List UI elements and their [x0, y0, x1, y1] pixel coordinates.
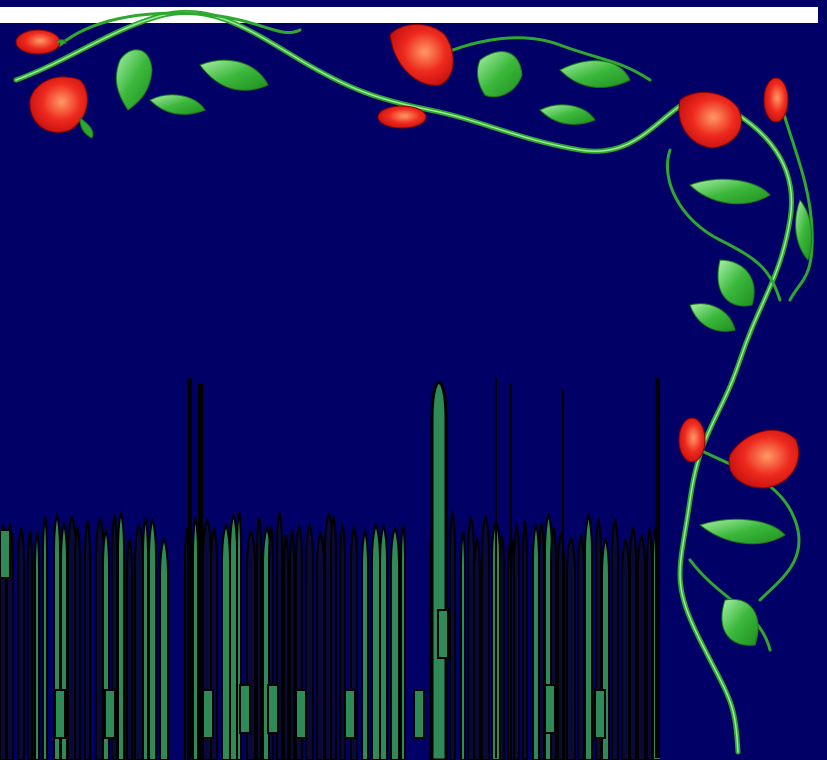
- vine-stems: [13, 9, 814, 755]
- leaf-icon: [795, 198, 813, 261]
- rose-bud-icon: [763, 77, 789, 123]
- glyph-stroke: [577, 533, 585, 760]
- glyph-stroke: [142, 515, 149, 760]
- leaf-icon: [539, 104, 596, 125]
- leaf-icon: [689, 178, 771, 205]
- glyph-spike: [495, 378, 497, 758]
- glyph-stroke: [513, 522, 520, 760]
- white-band: [0, 7, 818, 23]
- glyph-block: [104, 689, 116, 739]
- glyph-spike: [198, 384, 203, 760]
- leaf-icon: [698, 518, 786, 545]
- rose-bud-icon: [678, 417, 706, 463]
- glyph-stroke: [148, 517, 157, 760]
- glyph-stroke: [460, 530, 466, 760]
- right-edge: [818, 0, 827, 760]
- glyph-stroke: [390, 525, 400, 760]
- glyph-spike: [562, 390, 564, 760]
- glyph-stroke: [611, 517, 619, 760]
- rose-bud-icon: [29, 76, 94, 139]
- leaf-icon: [199, 59, 269, 91]
- rose-bud-icon: [678, 91, 742, 149]
- glyph-stroke: [192, 514, 199, 760]
- glyph-spike: [187, 378, 192, 758]
- glyph-block: [413, 689, 425, 739]
- glyph-stroke: [229, 512, 238, 760]
- glyph-stroke: [84, 518, 91, 760]
- glyph-block: [437, 609, 449, 659]
- glyph-stroke: [305, 522, 314, 760]
- glyph-stroke: [379, 523, 388, 760]
- rose-bud-icon: [15, 29, 67, 55]
- glyph-stroke: [400, 524, 406, 760]
- glyph-stroke: [584, 513, 593, 760]
- rose-bud-icon: [728, 429, 800, 489]
- glyph-stroke: [646, 526, 653, 760]
- glyph-block: [239, 684, 251, 734]
- rose-bud-icon: [389, 24, 454, 86]
- leaf-icon: [689, 303, 736, 332]
- glyph-stroke: [371, 522, 381, 760]
- top-strip: [0, 0, 827, 7]
- glyph-stroke: [126, 536, 133, 760]
- leaf-icon: [115, 49, 153, 111]
- glyph-stroke: [134, 522, 144, 760]
- glyph-stroke: [256, 516, 262, 760]
- glyph-block: [202, 689, 214, 739]
- vine-leaves: [115, 49, 813, 646]
- leaf-icon: [477, 51, 523, 98]
- glyph-stroke: [316, 530, 325, 760]
- glyph-block: [267, 684, 279, 734]
- leaf-icon: [721, 598, 759, 646]
- glyph-stroke: [283, 534, 289, 760]
- glyph-block: [54, 689, 66, 739]
- glyph-stroke: [42, 516, 48, 760]
- glyph-stroke: [538, 520, 545, 760]
- glyph-stroke: [629, 525, 637, 760]
- glyph-block: [344, 689, 356, 739]
- glyph-stroke: [621, 537, 630, 760]
- glyph-spike: [510, 384, 512, 760]
- glyph-stroke: [159, 536, 169, 760]
- leaf-icon: [717, 259, 755, 307]
- glyph-stroke: [467, 515, 475, 760]
- glyph-stroke: [637, 533, 646, 760]
- leaf-icon: [559, 60, 631, 88]
- glyph-stroke: [361, 528, 369, 760]
- glyph-stroke: [17, 526, 25, 760]
- glyph-block: [295, 689, 307, 739]
- glyph-spike: [655, 378, 660, 758]
- leaf-icon: [149, 94, 206, 115]
- glyph-stroke: [522, 520, 528, 760]
- glyph-block: [544, 684, 556, 734]
- glyph-stroke: [449, 509, 456, 760]
- glyph-stroke: [221, 522, 231, 760]
- glyph-stroke: [34, 531, 40, 760]
- glyph-stroke: [74, 524, 81, 760]
- corrupted-text-block: [0, 378, 660, 760]
- glyph-stroke: [339, 521, 346, 760]
- glyph-stroke: [289, 529, 295, 760]
- glyph-arch: [430, 381, 448, 760]
- glyph-block: [0, 529, 11, 579]
- glyph-stroke: [27, 530, 33, 760]
- rose-bud-icon: [377, 105, 427, 129]
- glyph-stroke: [330, 513, 337, 760]
- glyph-block: [594, 689, 606, 739]
- rose-buds: [15, 24, 800, 489]
- glyph-stroke: [473, 537, 481, 760]
- glyph-stroke: [481, 514, 490, 760]
- glyph-stroke: [117, 510, 125, 760]
- glyph-stroke: [499, 535, 505, 760]
- glyph-stroke: [566, 535, 576, 760]
